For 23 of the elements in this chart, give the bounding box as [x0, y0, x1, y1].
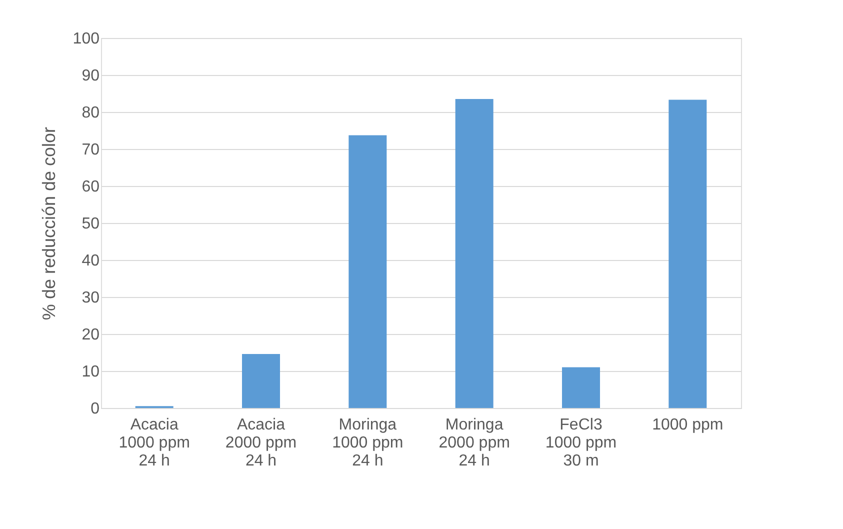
y-tick-label: 10 — [82, 364, 100, 380]
y-tick-label: 60 — [82, 178, 100, 196]
x-tick-label: Acacia 1000 ppm 24 h — [118, 416, 190, 470]
x-tick-label: Moringa 1000 ppm 24 h — [332, 416, 404, 470]
x-tick-label: Moringa 2000 ppm 24 h — [438, 416, 510, 470]
y-tick-label: 0 — [90, 400, 100, 418]
bar — [562, 367, 600, 408]
x-tick-label: 1000 ppm — [652, 416, 724, 434]
y-tick-label: 50 — [82, 216, 100, 232]
y-tick-label: 70 — [82, 142, 100, 158]
bar — [242, 354, 280, 408]
y-axis-title: % de reducción de color — [38, 126, 59, 320]
x-tick-label: Acacia 2000 ppm 24 h — [225, 416, 297, 470]
y-tick-label: 40 — [82, 252, 100, 270]
bar — [668, 100, 707, 408]
y-tick-label: 90 — [82, 68, 100, 84]
y-tick-label: 20 — [82, 326, 100, 344]
bar — [455, 99, 494, 408]
bar — [348, 135, 387, 408]
y-tick-label: 30 — [82, 290, 100, 306]
y-tick-label: 100 — [72, 30, 100, 48]
y-tick-label: 80 — [82, 104, 100, 122]
x-tick-label: FeCl3 1000 ppm 30 m — [545, 416, 617, 470]
